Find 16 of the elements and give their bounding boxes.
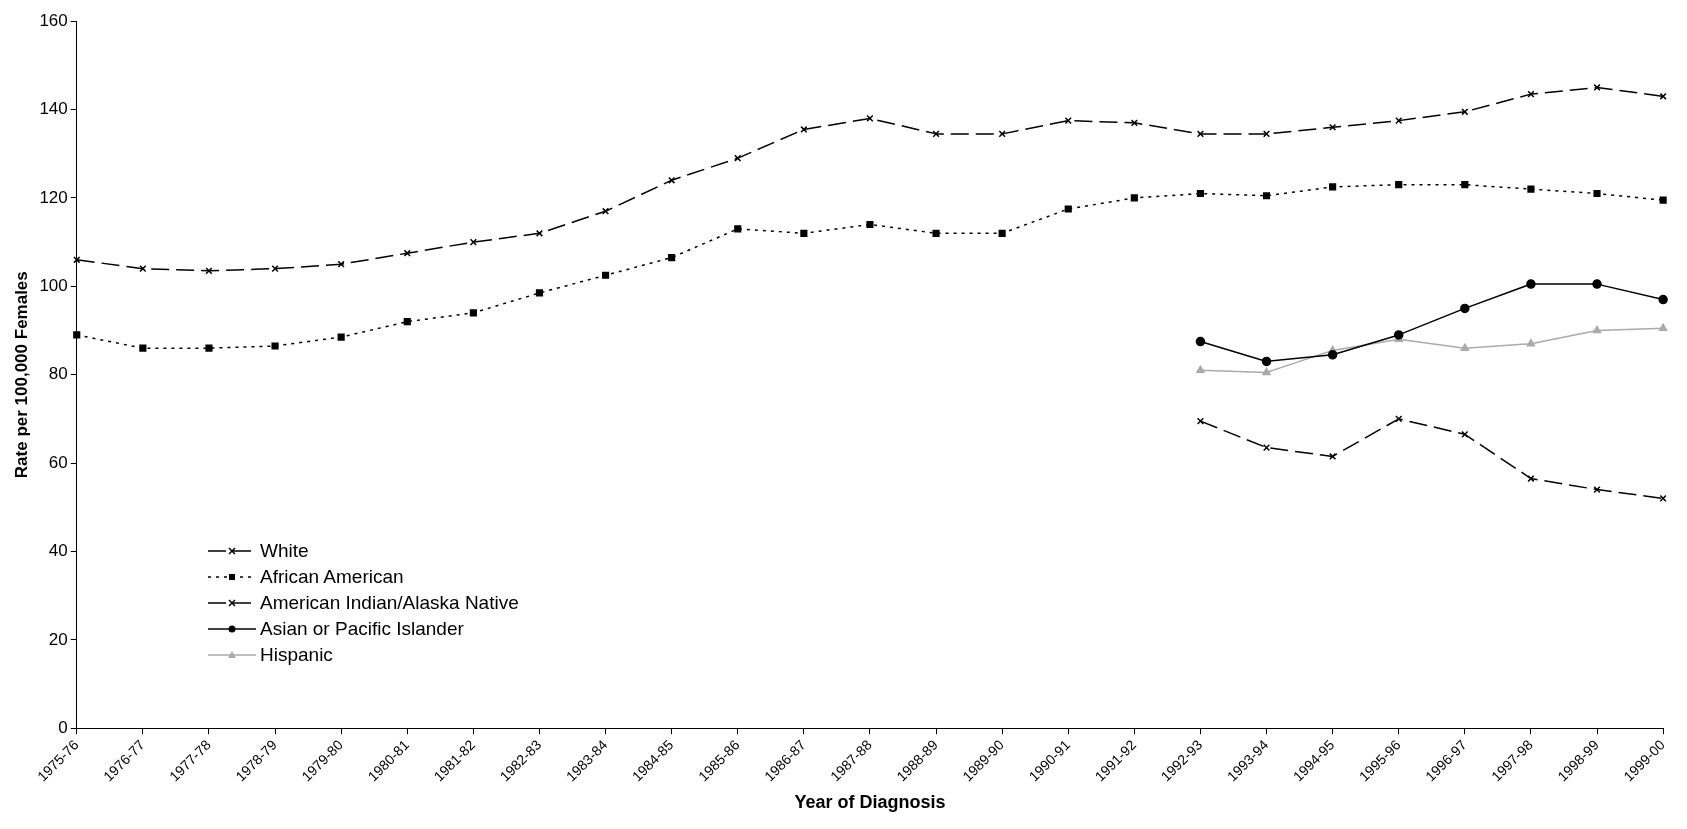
y-tick-label: 60 bbox=[48, 452, 68, 472]
y-tick-label: 160 bbox=[39, 10, 68, 30]
y-tick-label: 0 bbox=[58, 717, 68, 737]
y-tick-label: 40 bbox=[48, 541, 68, 561]
legend-label: African American bbox=[260, 565, 404, 589]
y-tick-label: 140 bbox=[39, 99, 68, 119]
y-tick-label: 100 bbox=[39, 276, 68, 296]
y-tick-label: 20 bbox=[48, 629, 68, 649]
legend-label: White bbox=[260, 539, 309, 563]
y-axis-title: Rate per 100,000 Females bbox=[11, 271, 31, 479]
legend-label: Asian or Pacific Islander bbox=[260, 617, 464, 641]
legend-label: American Indian/Alaska Native bbox=[260, 591, 519, 615]
x-axis-title: Year of Diagnosis bbox=[794, 792, 946, 813]
y-tick-label: 80 bbox=[48, 364, 68, 384]
y-tick-label: 120 bbox=[39, 187, 68, 207]
legend-label: Hispanic bbox=[260, 643, 333, 667]
